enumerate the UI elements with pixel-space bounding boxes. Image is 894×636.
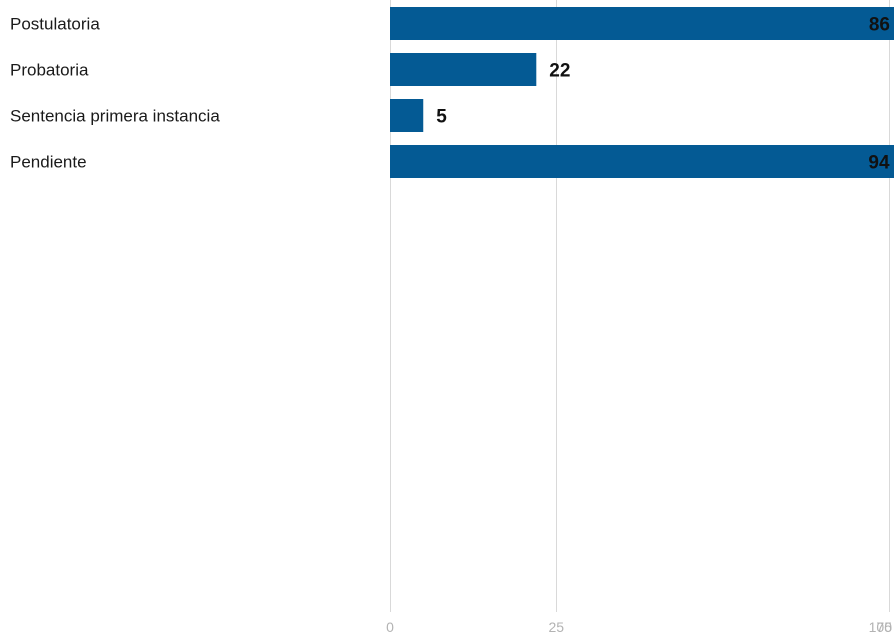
category-label: Pendiente bbox=[10, 153, 87, 172]
grid-layer bbox=[390, 0, 890, 612]
category-label: Postulatoria bbox=[10, 15, 100, 34]
x-tick-label: 100 bbox=[869, 619, 893, 635]
value-label: 86 bbox=[869, 15, 890, 36]
category-label: Probatoria bbox=[10, 61, 89, 80]
bar-pendiente bbox=[390, 145, 894, 178]
label-layer: Postulatoria 86 Probatoria 22 Sentencia prim… bbox=[10, 15, 890, 174]
bar-layer bbox=[390, 7, 894, 178]
value-label: 22 bbox=[549, 61, 570, 82]
value-label: 94 bbox=[868, 153, 890, 174]
x-tick-label: 75 bbox=[876, 619, 892, 635]
bar-sentencia-primera-instancia bbox=[390, 99, 424, 132]
category-label: Sentencia primera instancia bbox=[10, 107, 220, 126]
value-label: 5 bbox=[436, 107, 447, 128]
bar-probatoria bbox=[390, 53, 537, 86]
x-tick-label: 25 bbox=[548, 619, 564, 635]
bar-postulatoria bbox=[390, 7, 894, 40]
x-tick-label: 0 bbox=[386, 619, 394, 635]
